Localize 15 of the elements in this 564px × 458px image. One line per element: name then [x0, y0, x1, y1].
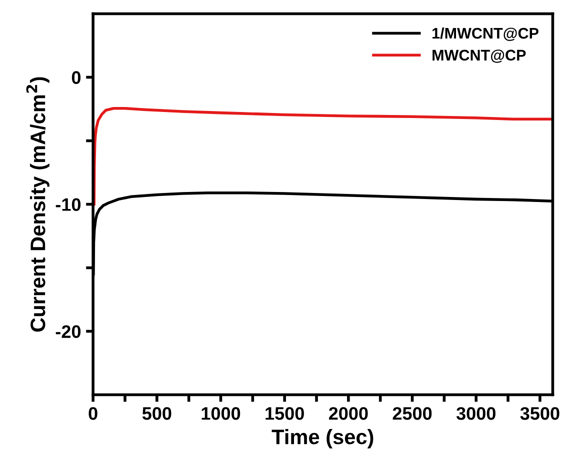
x-tick-label: 3000: [456, 407, 496, 420]
y-tick-label: -10: [56, 198, 81, 211]
x-tick-label: 1500: [266, 407, 304, 420]
x-tick-label: 500: [142, 407, 172, 420]
x-tick-label: 1000: [202, 407, 240, 420]
legend-label: MWCNT@CP: [432, 50, 526, 63]
x-axis-title: Time (sec): [272, 428, 374, 448]
legend-label: 1/MWCNT@CP: [432, 27, 538, 41]
y-axis-title: Current Density (mA/cm$^{2}$): [26, 77, 50, 332]
y-tick-label: -20: [56, 325, 81, 338]
x-tick-label: 3500: [520, 407, 560, 420]
x-tick-label: 2500: [392, 407, 432, 420]
x-tick-label: 0: [88, 407, 98, 420]
y-tick-label: 0: [72, 71, 81, 84]
x-tick-label: 2000: [328, 407, 368, 420]
